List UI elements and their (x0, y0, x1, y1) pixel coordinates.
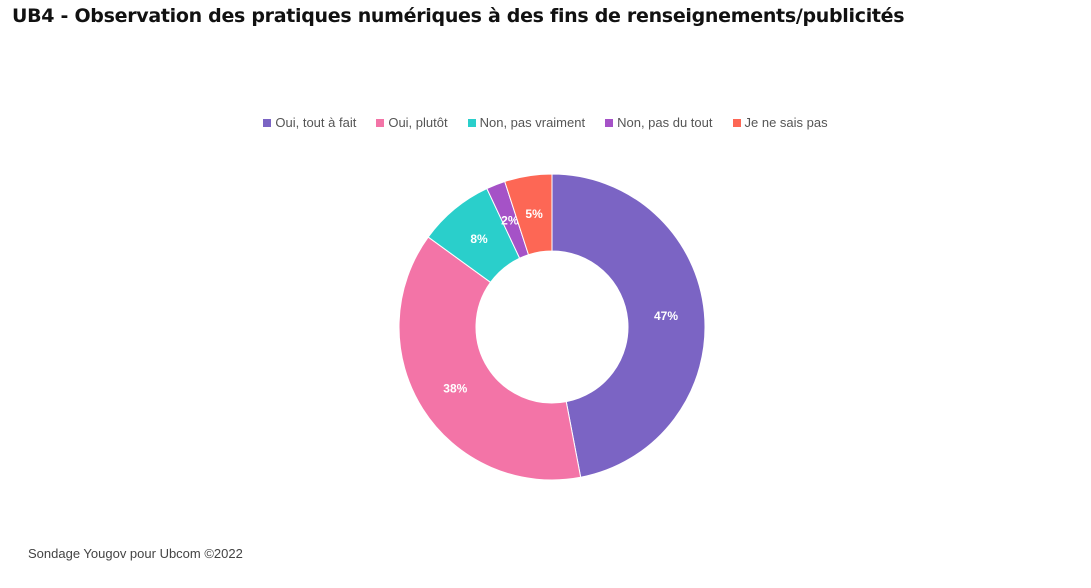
data-label: 8% (470, 232, 488, 246)
source-footer: Sondage Yougov pour Ubcom ©2022 (28, 546, 243, 561)
legend-item: Oui, plutôt (376, 115, 448, 130)
legend-item: Je ne sais pas (732, 115, 828, 130)
legend-item: Non, pas vraiment (467, 115, 586, 130)
legend-swatch (732, 118, 741, 127)
legend-label: Oui, plutôt (388, 115, 448, 130)
legend-item: Oui, tout à fait (263, 115, 356, 130)
data-label: 47% (654, 309, 678, 323)
legend-swatch (467, 118, 476, 127)
legend-label: Oui, tout à fait (275, 115, 357, 130)
legend-label: Je ne sais pas (744, 115, 828, 130)
legend-item: Non, pas du tout (605, 115, 713, 130)
legend-swatch (263, 118, 272, 127)
legend-label: Non, pas du tout (617, 115, 713, 130)
chart-legend: Oui, tout à fait Oui, plutôt Non, pas vrai… (0, 115, 1091, 130)
data-label: 5% (525, 207, 543, 221)
chart-title: UB4 - Observation des pratiques numériqu… (12, 5, 905, 27)
donut-slice (551, 173, 706, 478)
legend-swatch (605, 118, 614, 127)
data-label: 2% (501, 214, 519, 228)
donut-slice (398, 236, 582, 481)
donut-slice (504, 173, 553, 256)
legend-label: Non, pas vraiment (479, 115, 586, 130)
legend-swatch (376, 118, 385, 127)
data-label: 38% (443, 381, 467, 395)
